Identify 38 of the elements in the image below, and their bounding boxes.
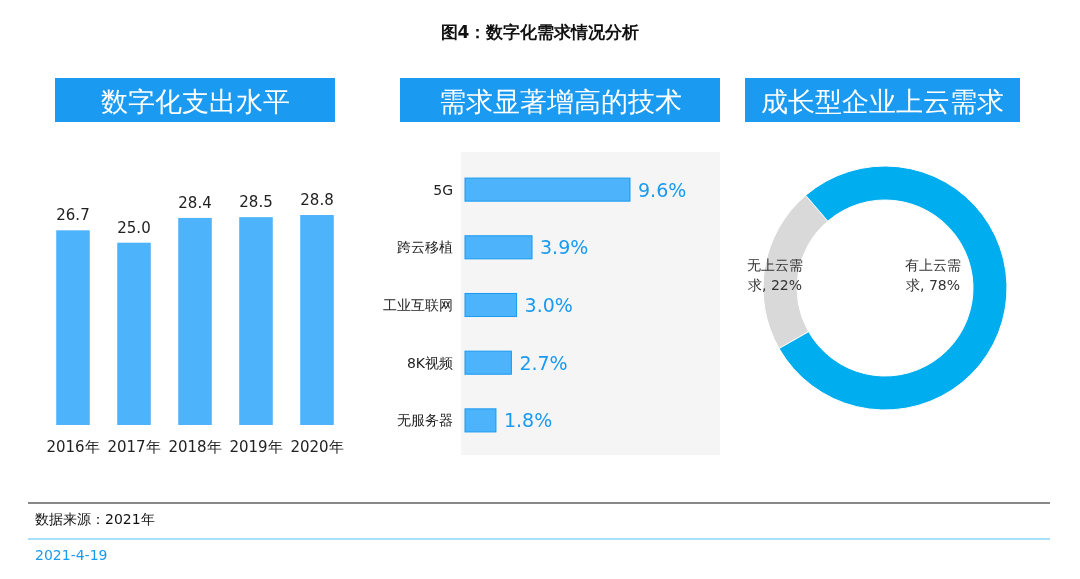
slice-label: 有上云需求, 78% (905, 257, 961, 293)
data-label: 28.4 (178, 193, 212, 212)
bar (464, 408, 497, 433)
data-label: 3.9% (540, 236, 589, 259)
y-tick-label: 工业互联网 (383, 297, 453, 313)
bar (239, 217, 273, 425)
y-tick-label: 8K视频 (406, 354, 453, 371)
data-label: 3.0% (524, 294, 573, 316)
bar (464, 292, 518, 318)
data-label: 2.7% (519, 351, 568, 374)
data-label: 28.5 (239, 193, 273, 212)
chart-title: 需求显著增高的技术 (438, 86, 682, 117)
data-label: 9.6% (638, 178, 687, 201)
caption: 图4：数字化需求情况分析 (440, 22, 640, 42)
data-label: 1.8% (503, 409, 553, 432)
data-label: 28.8 (300, 191, 334, 209)
slice-label: 无上云需求, 22% (747, 257, 803, 293)
chart-title: 成长型企业上云需求 (761, 86, 1004, 117)
bar (56, 230, 90, 425)
text: 2021-4-19 (35, 547, 108, 563)
x-tick-label: 2019年 (229, 438, 283, 456)
x-tick-label: 2017年 (107, 438, 161, 456)
data-label: 26.7 (56, 206, 90, 225)
bar (178, 217, 212, 425)
bar (117, 242, 151, 425)
y-tick-label: 跨云移植 (397, 239, 453, 256)
x-tick-label: 2020年 (290, 438, 344, 456)
data-label: 25.0 (117, 218, 151, 237)
y-tick-label: 5G (433, 181, 453, 198)
bar (464, 177, 631, 202)
x-tick-label: 2016年 (46, 438, 100, 456)
source-note: 数据来源：2021年 (35, 511, 155, 527)
chart-title: 数字化支出水平 (100, 86, 290, 117)
bar (300, 215, 334, 425)
bar (464, 350, 512, 375)
bar (464, 235, 533, 260)
x-tick-label: 2018年 (168, 438, 222, 456)
y-tick-label: 无服务器 (397, 412, 453, 429)
